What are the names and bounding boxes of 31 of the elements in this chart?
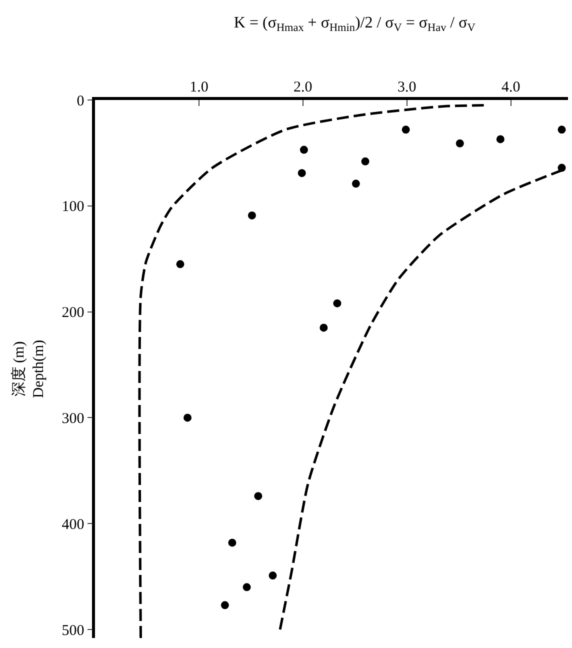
point — [220, 601, 229, 610]
point — [558, 126, 566, 134]
line-series — [138, 104, 486, 638]
y-tick-label: 400 — [62, 516, 84, 533]
y-tick-label: 500 — [62, 622, 84, 639]
y-tick-label: 300 — [62, 410, 84, 427]
point — [298, 169, 306, 178]
x-tick-label: 1.0 — [190, 79, 208, 96]
x-tick-label: 3.0 — [397, 79, 416, 96]
chart-title: K = (σ$_{Hmax}$ + σ$_{Hmin}$)/2 / σ$_{V}$ = σ$_{Hav}$ / σ$_{V}$ — [234, 14, 476, 34]
y-tick-label: 100 — [62, 199, 84, 216]
point — [254, 492, 262, 500]
point — [320, 324, 328, 332]
point — [333, 299, 342, 308]
point — [242, 583, 251, 592]
point — [248, 211, 256, 220]
point — [300, 146, 308, 154]
point — [268, 572, 277, 580]
y-axis-title: 深度 (m) Depth(m) — [10, 340, 47, 398]
point — [402, 126, 410, 134]
point — [184, 414, 192, 422]
point — [361, 157, 370, 166]
y-tick-label: 0 — [76, 93, 84, 110]
y-tick-label: 200 — [62, 305, 84, 322]
point — [496, 135, 504, 144]
point — [456, 139, 464, 148]
x-tick-label: 4.0 — [501, 79, 520, 96]
point — [228, 538, 236, 547]
point — [176, 260, 184, 268]
x-tick-label: 2.0 — [294, 79, 312, 96]
point — [352, 180, 360, 188]
